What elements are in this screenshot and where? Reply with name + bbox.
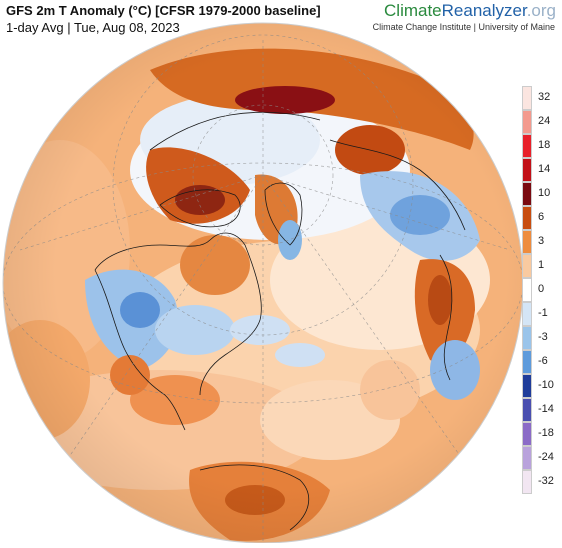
legend-label: 6 bbox=[538, 211, 545, 223]
legend-swatch bbox=[522, 470, 532, 494]
legend-swatch bbox=[522, 278, 532, 302]
brand-logo[interactable]: ClimateReanalyzer.org bbox=[384, 1, 556, 21]
brand-part-1: Climate bbox=[384, 1, 442, 20]
legend-label: 10 bbox=[538, 187, 551, 199]
legend-swatch bbox=[522, 422, 532, 446]
legend-label: -1 bbox=[538, 307, 548, 319]
legend-swatch bbox=[522, 374, 532, 398]
legend-label: -32 bbox=[538, 475, 554, 487]
legend-label: 3 bbox=[538, 235, 545, 247]
legend-label: 1 bbox=[538, 259, 545, 271]
legend-label: 32 bbox=[538, 91, 551, 103]
legend-swatch bbox=[522, 182, 532, 206]
legend-label: -18 bbox=[538, 427, 554, 439]
map-title: GFS 2m T Anomaly (°C) [CFSR 1979-2000 ba… bbox=[6, 3, 321, 18]
legend-label: -6 bbox=[538, 355, 548, 367]
legend-label: -24 bbox=[538, 451, 554, 463]
brand-part-3: .org bbox=[526, 1, 556, 20]
legend-swatch bbox=[522, 86, 532, 110]
legend-swatch bbox=[522, 254, 532, 278]
legend-label: -14 bbox=[538, 403, 554, 415]
map-subtitle: 1-day Avg | Tue, Aug 08, 2023 bbox=[6, 20, 180, 35]
legend-swatch bbox=[522, 158, 532, 182]
legend-label: 24 bbox=[538, 115, 551, 127]
brand-tagline: Climate Change Institute | University of… bbox=[372, 22, 555, 32]
legend-label: -3 bbox=[538, 331, 548, 343]
legend-label: 14 bbox=[538, 163, 551, 175]
legend-swatch bbox=[522, 398, 532, 422]
legend-label: -10 bbox=[538, 379, 554, 391]
color-legend: 32 24 18 14 10 6 3 1 0 -1 -3 -6 -10 -14 … bbox=[518, 86, 562, 496]
legend-swatch bbox=[522, 206, 532, 230]
brand-part-2: Reanalyzer bbox=[441, 1, 527, 20]
legend-label: 18 bbox=[538, 139, 551, 151]
legend-swatch bbox=[522, 302, 532, 326]
legend-swatch bbox=[522, 230, 532, 254]
legend-swatch bbox=[522, 350, 532, 374]
legend-label: 0 bbox=[538, 283, 545, 295]
legend-swatch bbox=[522, 446, 532, 470]
legend-swatch bbox=[522, 326, 532, 350]
legend-swatch bbox=[522, 134, 532, 158]
legend-swatch bbox=[522, 110, 532, 134]
